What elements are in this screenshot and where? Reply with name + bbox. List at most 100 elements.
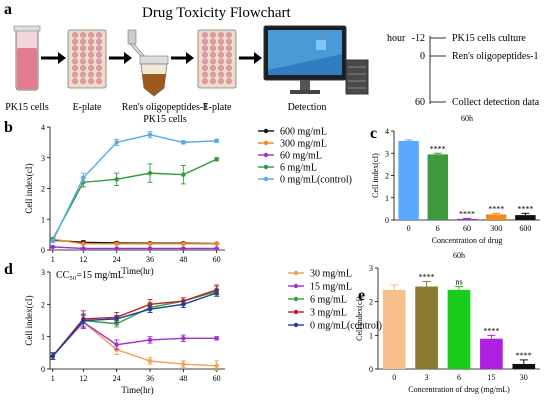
data-point <box>147 358 153 364</box>
panel-label-a: a <box>4 1 12 18</box>
flowchart-subcaption: PK15 cells <box>143 114 187 125</box>
chart-annotation: CC₅₀=15 mg/mL <box>56 270 124 281</box>
well-icon <box>218 52 224 58</box>
data-point <box>50 238 55 243</box>
e-plate-icon <box>67 29 107 89</box>
server-icon <box>345 59 369 95</box>
bar <box>398 141 419 220</box>
panel-label-b: b <box>4 119 13 136</box>
legend-marker <box>293 309 299 315</box>
significance-label: **** <box>517 204 533 213</box>
data-point <box>214 138 219 144</box>
well-icon <box>80 58 86 65</box>
well-icon <box>88 78 94 84</box>
data-point <box>81 246 86 251</box>
well-icon <box>202 78 208 84</box>
significance-label: **** <box>459 209 475 218</box>
series-line <box>52 289 217 357</box>
data-point <box>214 363 219 368</box>
well-icon <box>80 71 86 78</box>
data-point <box>114 246 119 251</box>
x-tick-label: 6 <box>457 373 461 382</box>
well-icon <box>202 52 208 58</box>
x-tick-label: 600 <box>519 224 531 233</box>
data-point <box>147 302 153 307</box>
x-tick-label: 0 <box>392 373 396 382</box>
y-tick-label: 0 <box>41 246 45 255</box>
well-icon <box>226 78 232 84</box>
pipette-tube-icon <box>127 29 169 97</box>
x-tick-label: 48 <box>179 374 187 383</box>
series-line <box>52 133 217 242</box>
bar <box>515 215 536 220</box>
well-icon <box>226 52 232 58</box>
step-label-eplate-2: E-plate <box>203 102 232 113</box>
data-point <box>214 241 219 247</box>
arrow-icon <box>41 52 66 64</box>
arrow-icon <box>109 52 132 64</box>
legend-label: 3 mg/mL <box>310 308 347 319</box>
data-point <box>114 342 119 347</box>
timeline-label: Ren's oligopeptides-1 <box>452 51 539 62</box>
bar <box>512 363 536 369</box>
legend-marker <box>293 270 299 276</box>
legend-marker <box>263 176 269 182</box>
x-tick-label: 60 <box>213 374 221 383</box>
well-icon <box>218 38 224 45</box>
legend-marker <box>263 128 269 134</box>
well-icon <box>202 58 208 65</box>
legend-marker <box>263 152 269 158</box>
series-line <box>52 321 217 357</box>
well-icon <box>80 38 86 45</box>
well-icon <box>80 52 86 58</box>
timeline-hour: 0 <box>420 51 425 62</box>
y-axis-label: Cell index(cI) <box>371 153 380 198</box>
well-icon <box>88 38 94 45</box>
data-point <box>147 132 153 137</box>
legend-label: 6 mg/mL <box>310 295 347 306</box>
well-icon <box>210 32 216 38</box>
test-tube-icon <box>13 25 41 91</box>
step-label-pk15: PK15 cells <box>5 102 49 113</box>
data-point <box>181 361 186 367</box>
well-icon <box>72 58 78 65</box>
well-icon <box>96 65 102 71</box>
legend-marker <box>293 296 299 302</box>
well-icon <box>96 32 102 38</box>
bar <box>485 214 507 220</box>
x-tick-label: 30 <box>520 373 528 382</box>
y-tick-label: 0 <box>385 216 389 225</box>
well-icon <box>226 38 232 45</box>
well-icon <box>88 52 94 58</box>
legend-label: 600 mg/mL <box>280 127 327 138</box>
arrow-icon <box>239 52 262 64</box>
well-icon <box>210 45 216 52</box>
y-axis-label: Cell index(cI) <box>355 296 364 341</box>
legend-label: 0 mg/mL(control) <box>310 321 382 332</box>
y-tick-label: 2 <box>41 185 45 194</box>
data-point <box>181 241 186 247</box>
y-tick-label: 1 <box>41 333 45 342</box>
significance-label: **** <box>516 351 532 360</box>
data-point <box>214 290 219 296</box>
x-tick-label: 300 <box>490 224 502 233</box>
well-icon <box>226 71 232 78</box>
well-icon <box>202 65 208 71</box>
well-icon <box>218 65 224 71</box>
data-point <box>147 241 153 247</box>
legend-label: 0 mg/mL(control) <box>280 175 352 186</box>
well-icon <box>218 45 224 52</box>
step-label-oligopeptides: Ren's oligopeptides-1 <box>122 102 209 113</box>
data-point <box>114 316 119 322</box>
well-icon <box>80 45 86 52</box>
well-icon <box>202 38 208 45</box>
well-icon <box>202 71 208 78</box>
bar <box>447 289 471 369</box>
y-tick-label: 4 <box>385 127 389 136</box>
well-icon <box>210 38 216 45</box>
panel-label-d: d <box>4 261 13 278</box>
well-icon <box>218 78 224 84</box>
well-icon <box>88 45 94 52</box>
well-icon <box>96 71 102 78</box>
